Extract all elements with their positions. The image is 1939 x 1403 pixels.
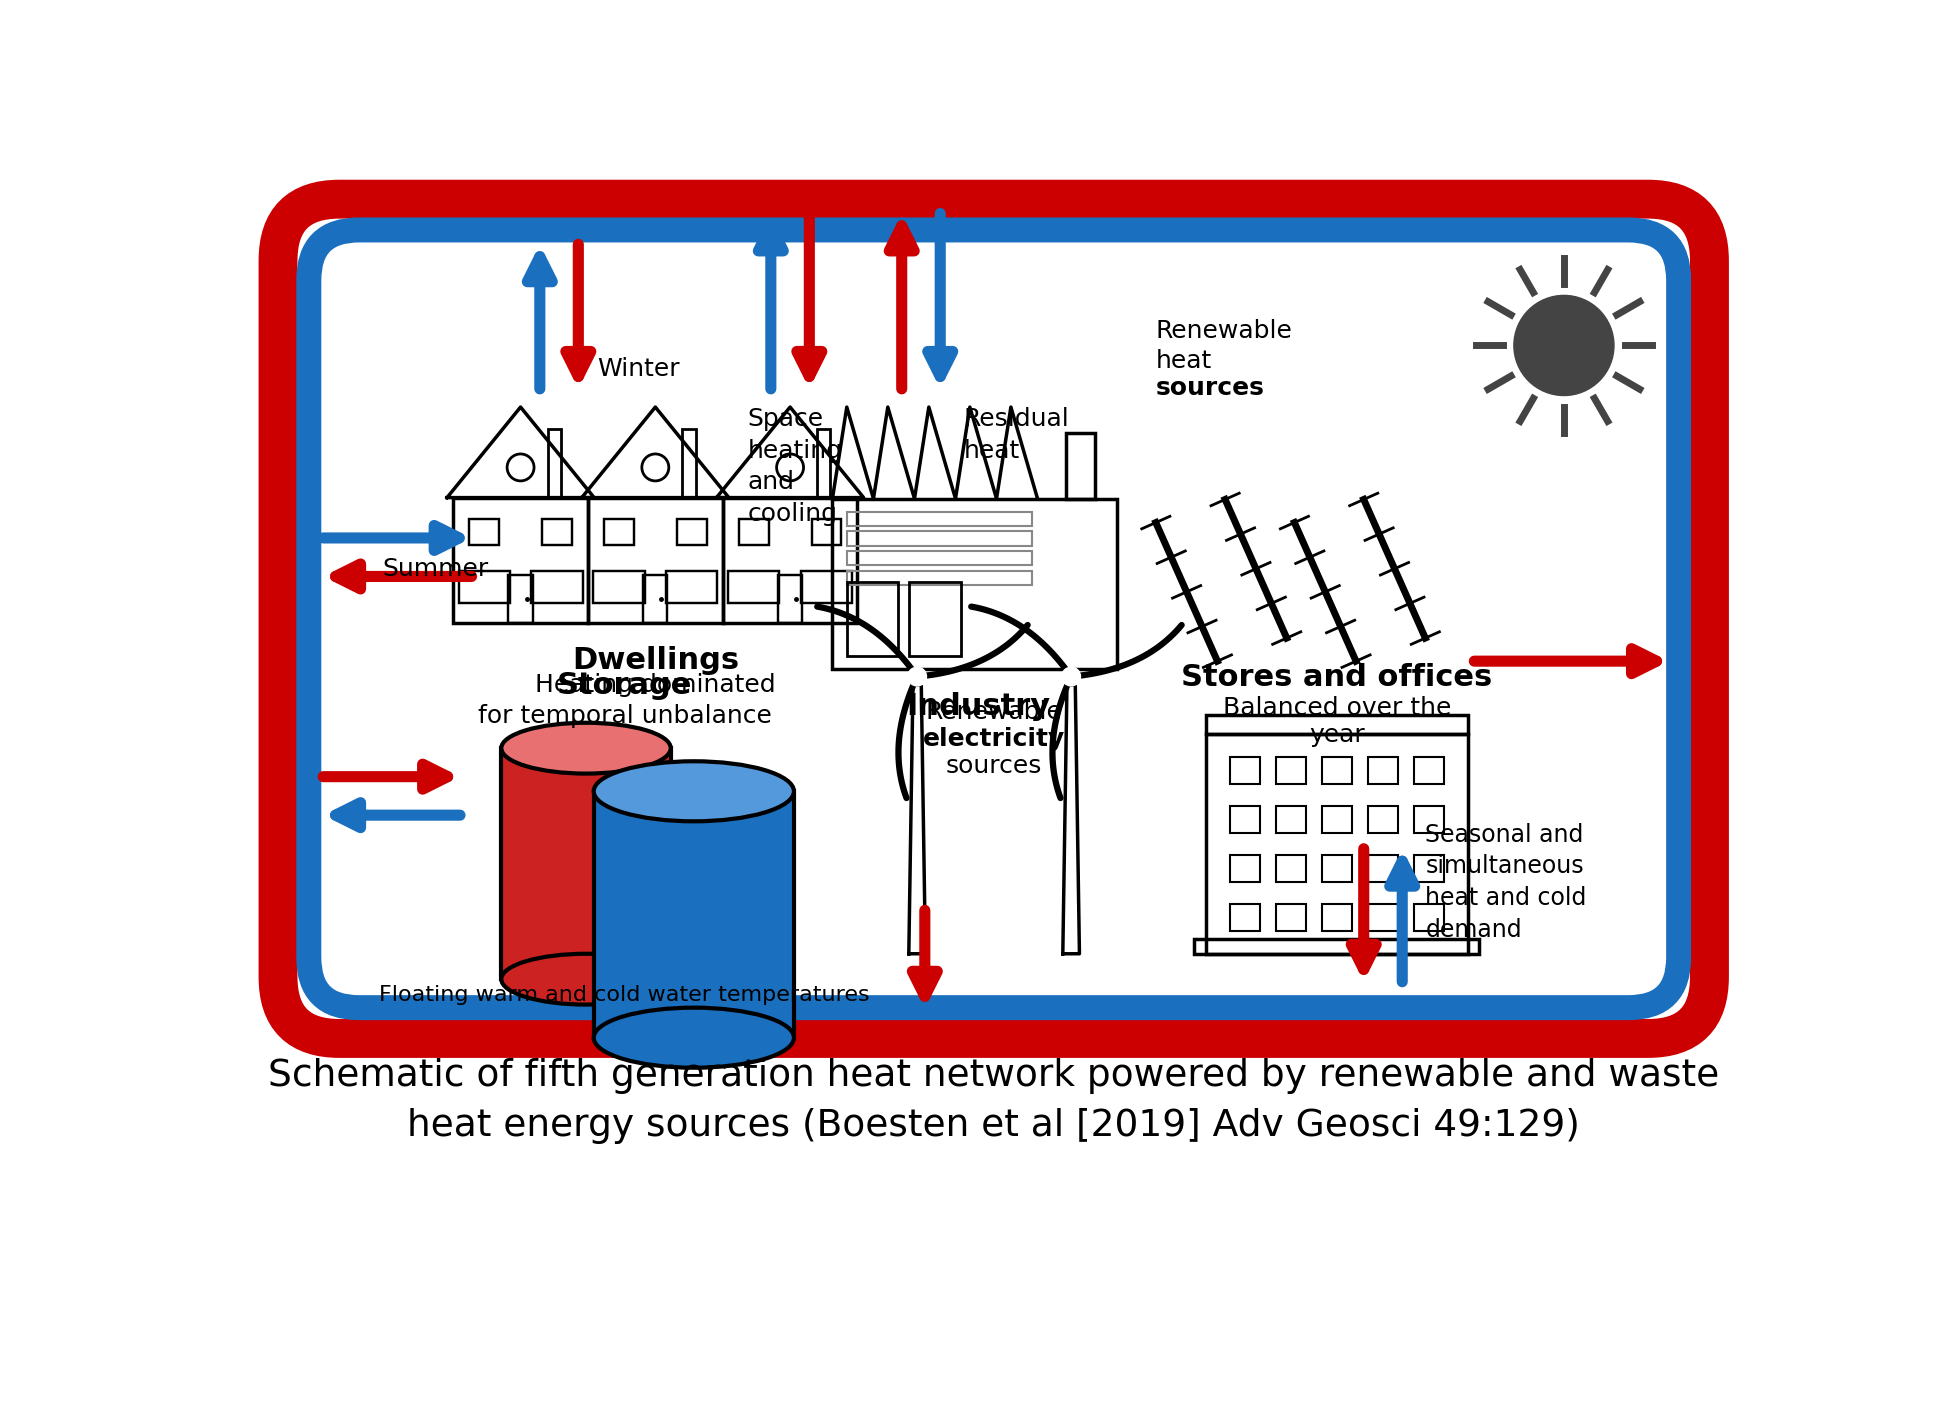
Bar — [1066, 434, 1094, 498]
Bar — [1206, 716, 1468, 734]
Text: Renewable: Renewable — [925, 700, 1063, 724]
Bar — [1414, 805, 1445, 833]
Bar — [739, 519, 768, 544]
Text: Winter: Winter — [597, 356, 681, 380]
Bar — [683, 429, 696, 498]
Text: year: year — [1309, 723, 1365, 746]
Bar — [1414, 904, 1445, 930]
FancyBboxPatch shape — [502, 748, 671, 979]
Bar — [588, 498, 723, 623]
Bar — [1322, 854, 1351, 881]
Bar — [644, 575, 667, 623]
Bar — [1369, 854, 1398, 881]
Bar — [1229, 805, 1260, 833]
Text: electricity: electricity — [923, 727, 1065, 751]
Bar — [847, 532, 1032, 546]
Bar — [667, 571, 717, 603]
Polygon shape — [1063, 685, 1080, 954]
Bar — [1369, 756, 1398, 784]
Bar — [816, 429, 830, 498]
Bar — [909, 582, 960, 655]
Text: Schematic of fifth generation heat network powered by renewable and waste: Schematic of fifth generation heat netwo… — [268, 1058, 1720, 1094]
Circle shape — [909, 668, 925, 685]
Bar — [812, 519, 842, 544]
Bar — [1322, 756, 1351, 784]
Bar — [801, 571, 851, 603]
Bar — [1229, 756, 1260, 784]
Bar — [723, 498, 857, 623]
Text: Heating dominated: Heating dominated — [535, 672, 776, 697]
Bar — [847, 551, 1032, 565]
Bar — [508, 575, 533, 623]
Circle shape — [1514, 296, 1613, 396]
Bar — [605, 519, 634, 544]
Bar — [832, 498, 1117, 669]
FancyBboxPatch shape — [593, 791, 793, 1038]
Text: heat energy sources (Boesten et al [2019] Adv Geosci 49:129): heat energy sources (Boesten et al [2019… — [407, 1108, 1580, 1143]
Bar — [1276, 756, 1305, 784]
Bar — [1194, 940, 1479, 954]
Bar — [543, 519, 572, 544]
Circle shape — [1063, 668, 1080, 685]
Text: Balanced over the: Balanced over the — [1224, 696, 1450, 720]
Bar — [547, 429, 560, 498]
Bar — [1322, 805, 1351, 833]
Bar — [1369, 805, 1398, 833]
Bar — [469, 519, 498, 544]
Text: Space
heating
and
cooling: Space heating and cooling — [748, 407, 843, 526]
Text: heat: heat — [1156, 349, 1212, 373]
Bar — [1414, 756, 1445, 784]
FancyBboxPatch shape — [277, 199, 1710, 1038]
Bar — [531, 571, 582, 603]
Ellipse shape — [502, 723, 671, 773]
Text: for temporal unbalance: for temporal unbalance — [477, 703, 772, 728]
Ellipse shape — [593, 1007, 793, 1068]
Bar — [1276, 805, 1305, 833]
Polygon shape — [909, 685, 925, 954]
Ellipse shape — [502, 954, 671, 1005]
Bar — [677, 519, 706, 544]
Text: Industry: Industry — [907, 692, 1051, 721]
Bar — [1206, 734, 1468, 954]
Text: Storage: Storage — [556, 671, 692, 700]
Bar — [1229, 904, 1260, 930]
Text: Dwellings: Dwellings — [572, 645, 739, 675]
Bar — [1276, 854, 1305, 881]
Text: sources: sources — [1156, 376, 1264, 400]
Bar — [1322, 904, 1351, 930]
Text: Residual
heat: Residual heat — [964, 407, 1068, 463]
Text: sources: sources — [946, 753, 1043, 777]
Bar — [1276, 904, 1305, 930]
Bar — [1414, 854, 1445, 881]
Bar — [778, 575, 803, 623]
Bar — [847, 571, 1032, 585]
Bar — [1369, 904, 1398, 930]
Bar — [847, 582, 898, 655]
Text: Seasonal and
simultaneous
heat and cold
demand: Seasonal and simultaneous heat and cold … — [1425, 824, 1586, 941]
Bar — [454, 498, 588, 623]
Text: Renewable: Renewable — [1156, 318, 1293, 342]
Text: Floating warm and cold water temperatures: Floating warm and cold water temperature… — [380, 985, 871, 1005]
Text: Summer: Summer — [382, 557, 489, 581]
Bar — [460, 571, 510, 603]
Bar — [727, 571, 779, 603]
Text: Stores and offices: Stores and offices — [1181, 664, 1493, 692]
Bar — [847, 512, 1032, 526]
Bar — [593, 571, 644, 603]
Bar — [1229, 854, 1260, 881]
Ellipse shape — [593, 762, 793, 821]
